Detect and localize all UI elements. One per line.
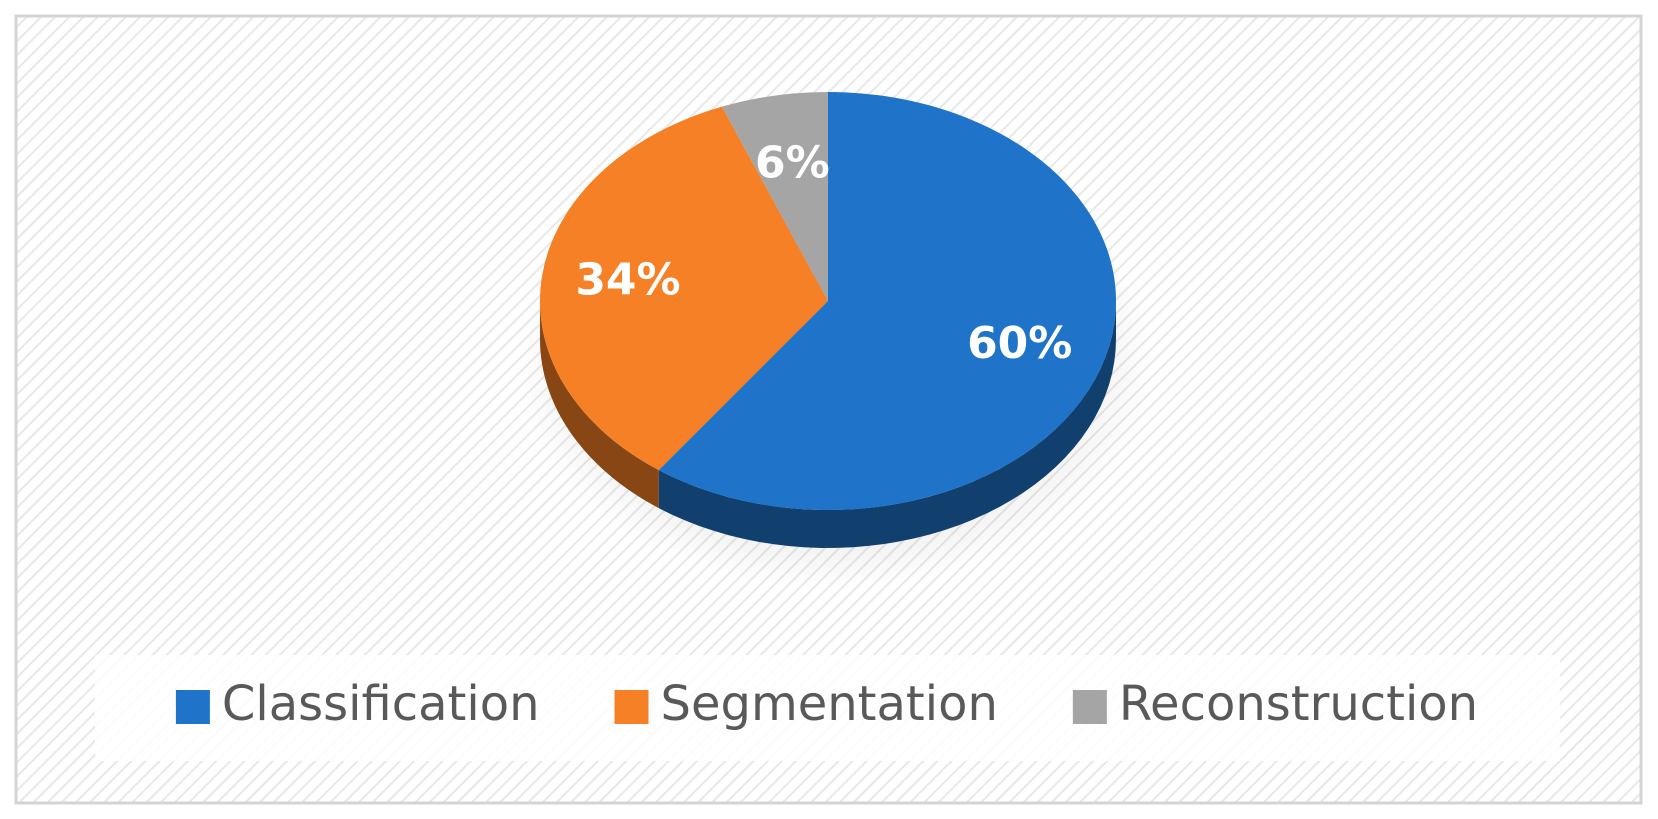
- slice: [721, 92, 828, 301]
- legend-label: Classification: [222, 676, 540, 732]
- data-label: 6%: [755, 138, 830, 189]
- slice-side: [540, 301, 659, 509]
- legend-swatch: [175, 690, 210, 724]
- pie: 60% 34% 6%: [540, 92, 1116, 548]
- legend-box: [95, 655, 1560, 761]
- legend-label: Reconstruction: [1119, 676, 1478, 732]
- slice: [540, 106, 828, 471]
- data-label: 34%: [575, 255, 680, 306]
- legend-label: Segmentation: [661, 676, 998, 732]
- data-label: 60%: [967, 318, 1072, 369]
- legend-swatch: [614, 690, 649, 724]
- legend: Classification Segmentation Reconstruction: [175, 676, 1478, 732]
- slice-side: [658, 301, 1116, 548]
- legend-swatch: [1072, 690, 1107, 724]
- slice: [658, 92, 1116, 511]
